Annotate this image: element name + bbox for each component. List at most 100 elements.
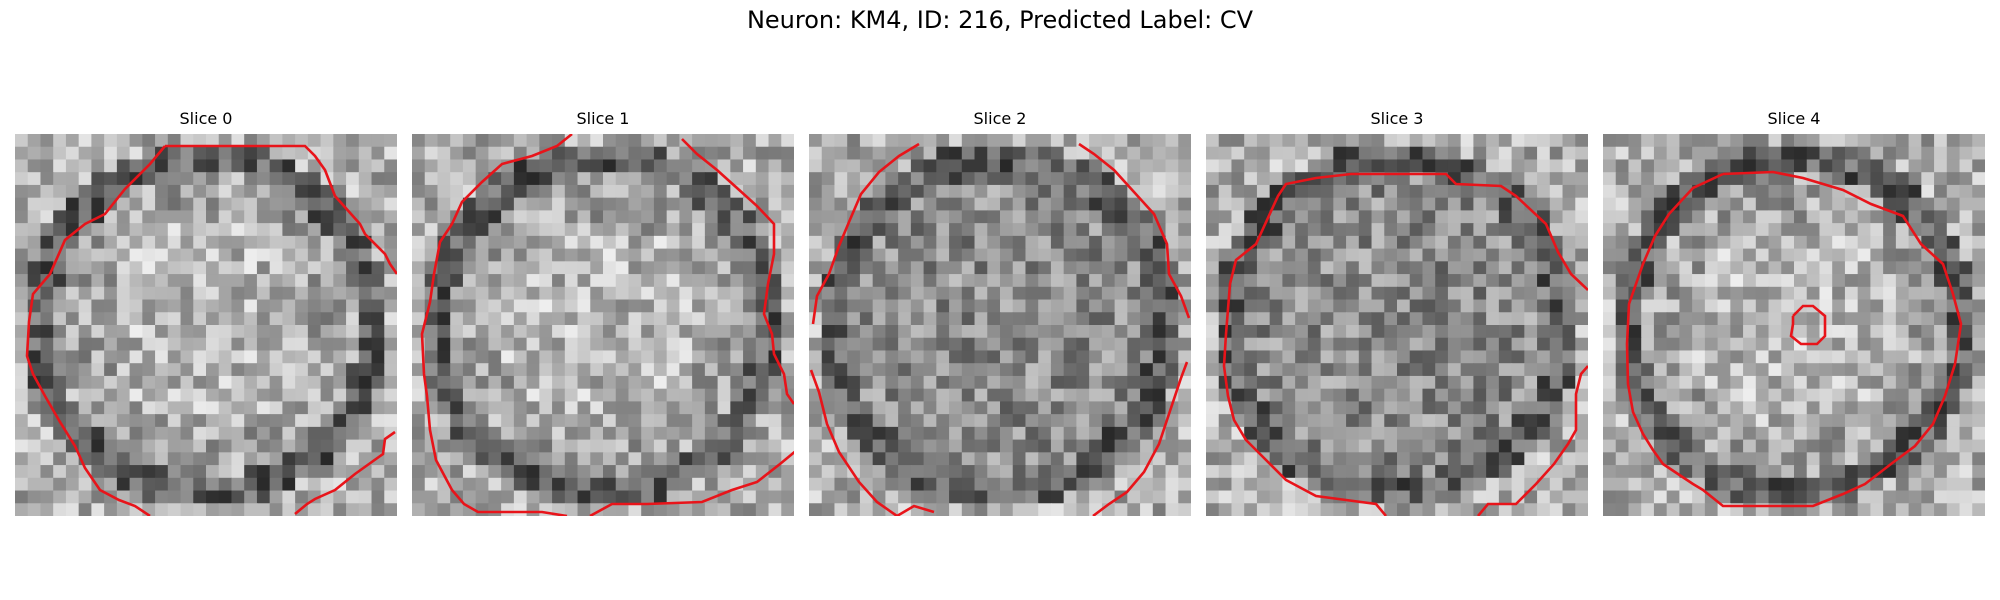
pixel: [1295, 159, 1309, 173]
pixel: [1000, 325, 1014, 339]
pixel: [1615, 503, 1630, 516]
pixel: [679, 261, 693, 275]
pixel: [1895, 299, 1910, 313]
pixel: [193, 426, 207, 441]
pixel: [1269, 388, 1283, 402]
pixel: [1307, 248, 1322, 262]
pixel: [847, 159, 861, 173]
pixel: [1666, 401, 1680, 415]
pixel: [1755, 299, 1770, 313]
pixel: [949, 503, 963, 516]
pixel: [628, 426, 642, 441]
pixel: [1549, 490, 1564, 504]
pixel: [1127, 235, 1141, 250]
pixel: [15, 363, 29, 377]
pixel: [539, 388, 553, 402]
pixel: [1549, 184, 1564, 199]
pixel: [1178, 439, 1191, 453]
pixel: [1460, 197, 1474, 211]
pixel: [412, 363, 426, 377]
pixel: [1615, 235, 1630, 250]
pixel: [1307, 388, 1322, 402]
pixel: [1704, 184, 1719, 199]
pixel: [1114, 210, 1128, 224]
pixel: [1140, 465, 1154, 479]
pixel: [27, 337, 42, 352]
pixel: [1755, 159, 1770, 173]
pixel: [437, 426, 451, 441]
pixel: [755, 439, 770, 453]
pixel: [116, 414, 131, 428]
pixel: [424, 414, 439, 428]
segmentation-contour: [1078, 142, 1191, 319]
pixel: [1946, 134, 1961, 148]
pixel: [872, 465, 886, 479]
pixel: [1537, 375, 1551, 390]
pixel: [1422, 261, 1436, 275]
pixel: [1486, 274, 1500, 288]
pixel: [1346, 146, 1360, 161]
pixel: [1704, 235, 1719, 250]
pixel: [1666, 350, 1680, 364]
pixel: [539, 337, 553, 352]
pixel: [1397, 350, 1411, 364]
pixel: [1934, 274, 1948, 288]
pixel: [295, 299, 309, 313]
pixel: [1473, 299, 1487, 313]
pixel: [1178, 184, 1191, 199]
pixel: [1152, 312, 1167, 326]
pixel: [1870, 426, 1884, 441]
pixel: [1730, 452, 1744, 466]
pixel: [1666, 261, 1680, 275]
slice-title-0: Slice 0: [179, 109, 233, 128]
pixel: [15, 337, 29, 352]
pixel: [1603, 159, 1617, 173]
pixel: [847, 312, 861, 326]
pixel: [282, 452, 296, 466]
pixel: [1692, 312, 1706, 326]
pixel: [1000, 184, 1014, 199]
pixel: [1641, 261, 1655, 275]
pixel: [590, 197, 604, 211]
pixel: [1127, 312, 1141, 326]
pixel: [488, 426, 502, 441]
pixel: [371, 363, 385, 377]
pixel: [1486, 235, 1500, 250]
pixel: [475, 172, 489, 186]
pixel: [1333, 159, 1347, 173]
pixel: [1921, 274, 1935, 288]
pixel: [1114, 350, 1128, 364]
pixel: [53, 465, 67, 479]
pixel: [590, 439, 604, 453]
pixel: [564, 388, 579, 402]
pixel: [692, 235, 706, 250]
pixel: [1781, 312, 1795, 326]
pixel: [1473, 134, 1487, 148]
pixel: [1282, 286, 1296, 301]
pixel: [1844, 261, 1859, 275]
pixel: [256, 299, 271, 313]
pixel: [320, 261, 334, 275]
pixel: [898, 388, 912, 402]
pixel: [1473, 184, 1487, 199]
pixel: [1206, 426, 1220, 441]
pixel: [1178, 312, 1191, 326]
pixel: [949, 159, 963, 173]
pixel: [40, 223, 54, 237]
pixel: [1076, 299, 1090, 313]
pixel: [1333, 325, 1347, 339]
pixel: [1307, 299, 1322, 313]
pixel: [653, 159, 668, 173]
pixel: [320, 325, 334, 339]
pixel: [244, 465, 258, 479]
pixel: [1140, 248, 1154, 262]
pixel: [65, 375, 80, 390]
pixel: [1422, 375, 1436, 390]
pixel: [1165, 223, 1179, 237]
pixel: [1371, 223, 1385, 237]
pixel: [1549, 363, 1564, 377]
pixel: [1256, 159, 1271, 173]
pixel: [1641, 388, 1655, 402]
pixel: [1358, 503, 1373, 516]
pixel: [1743, 159, 1757, 173]
